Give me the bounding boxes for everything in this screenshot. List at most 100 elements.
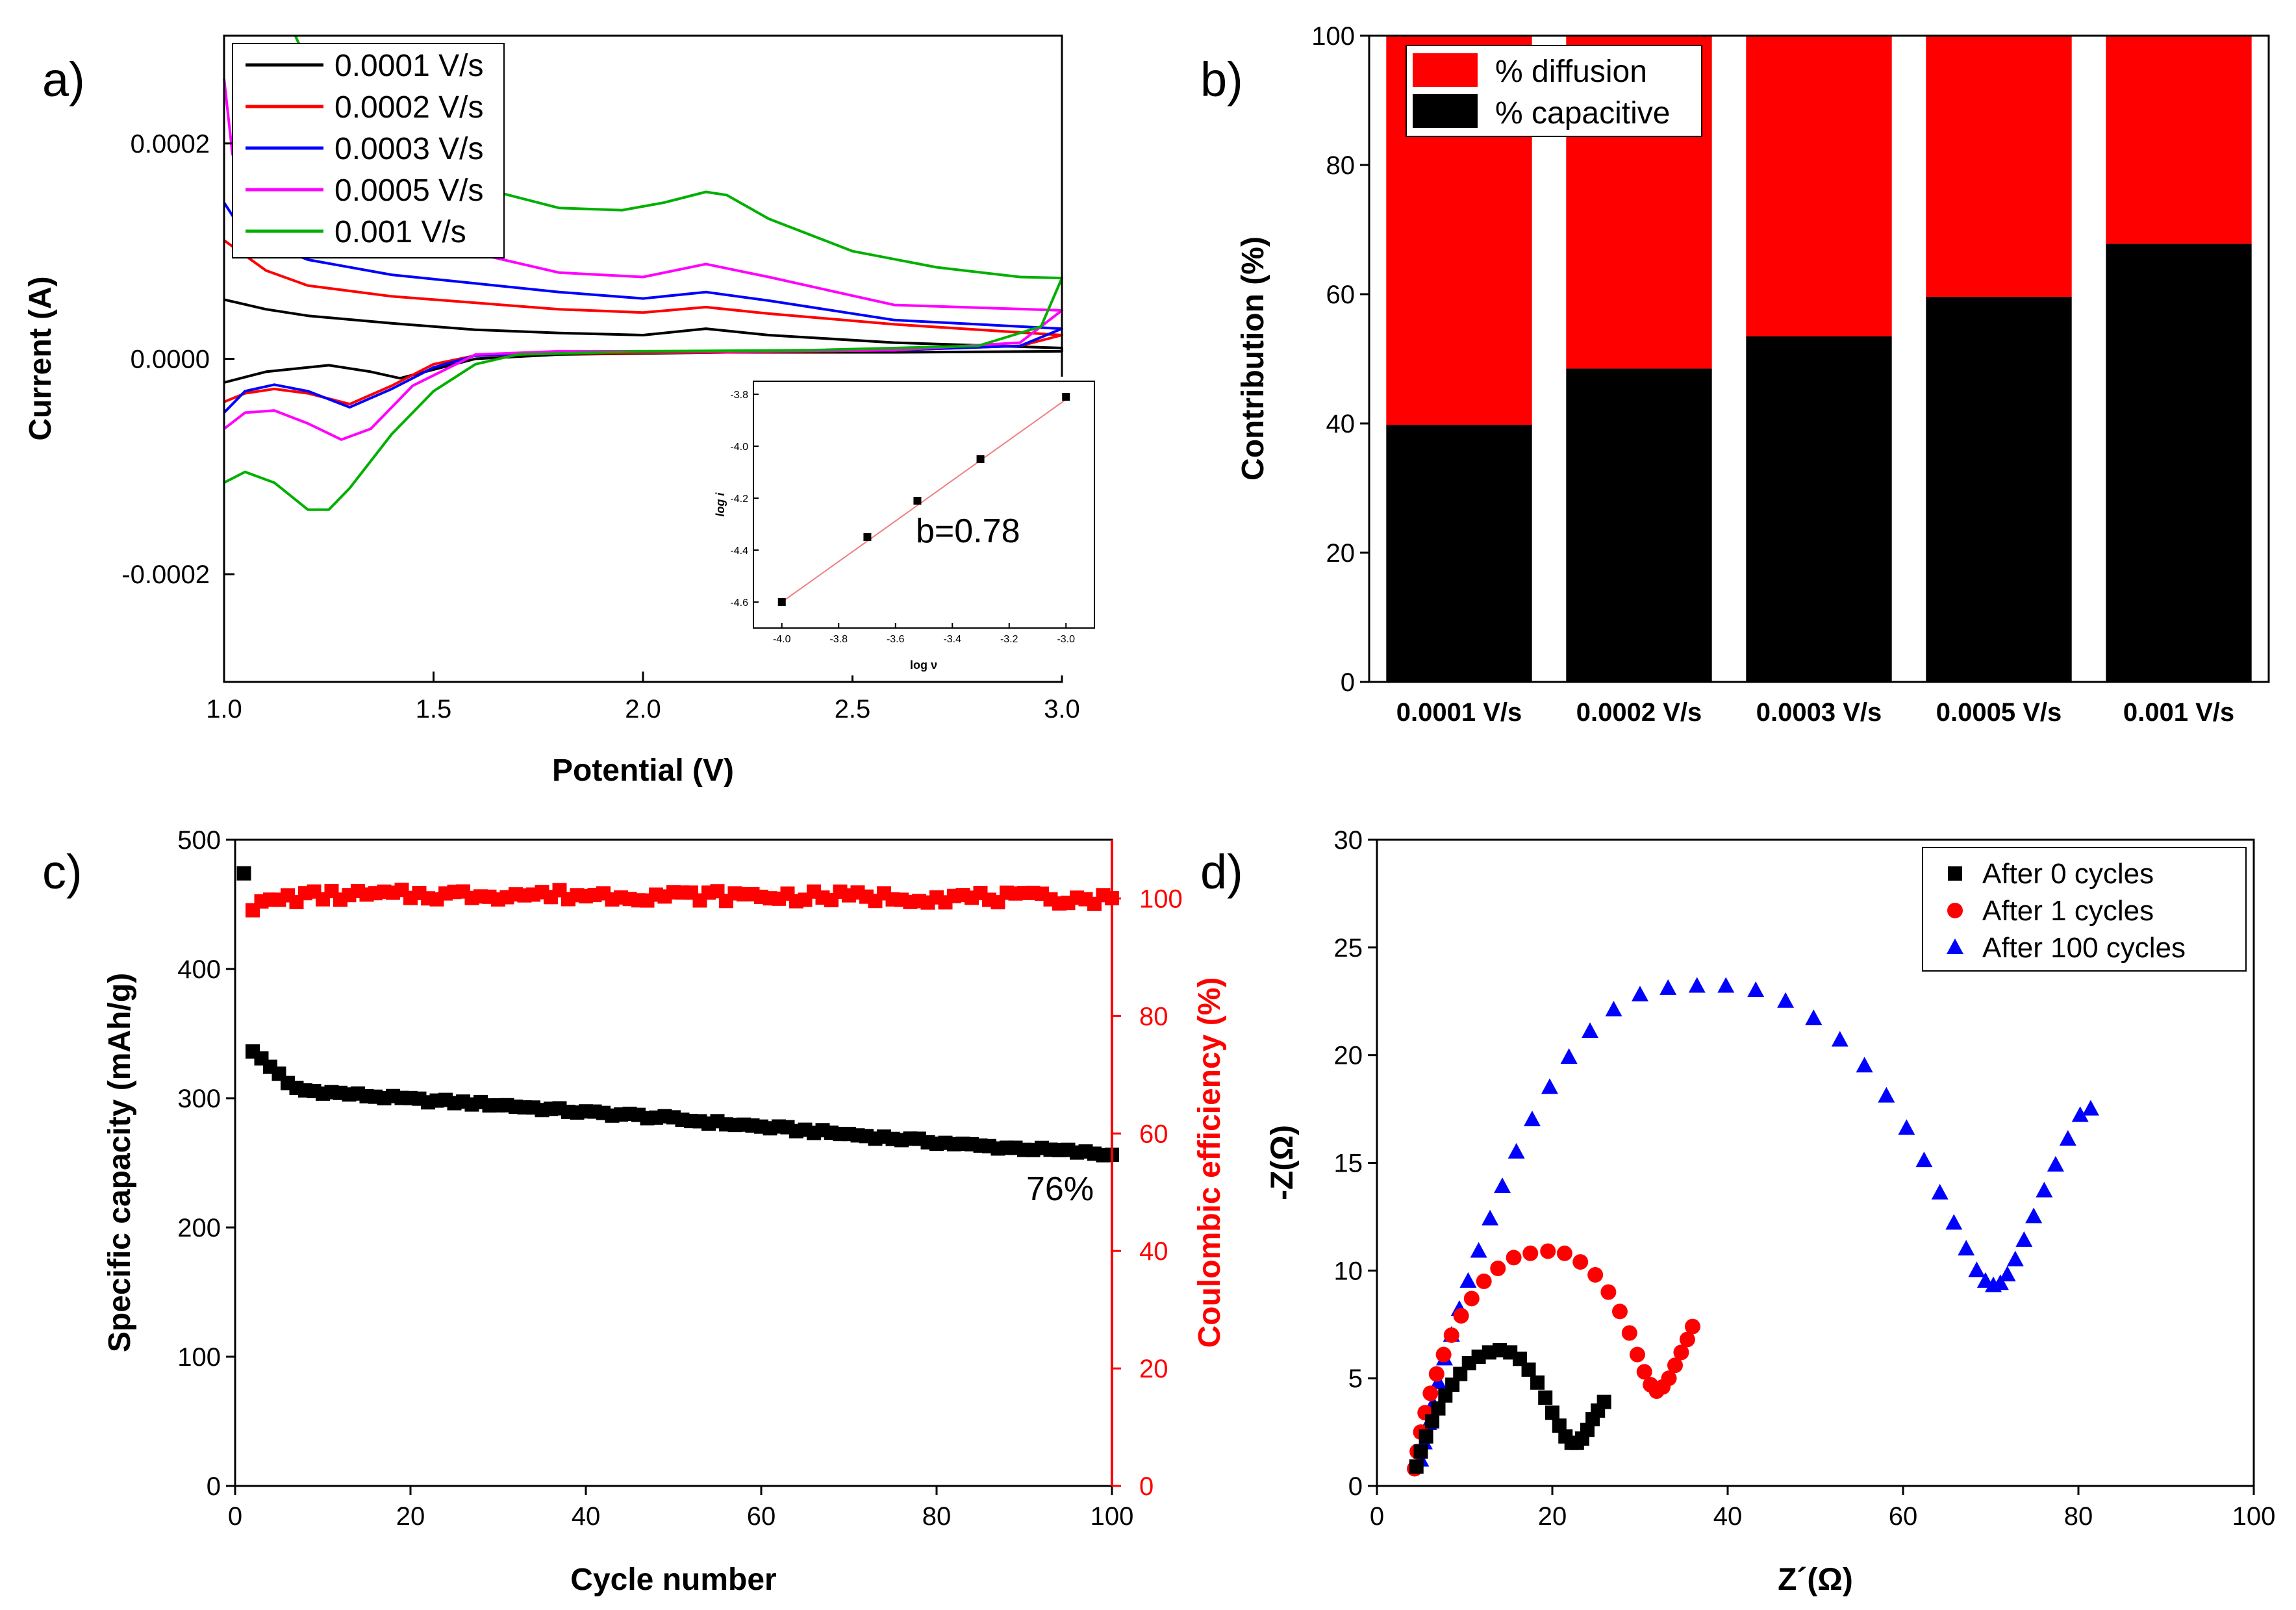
panel-b-legend-swatch-diffusion (1413, 53, 1478, 87)
panel-a-inset-background (708, 377, 1098, 675)
panel-a-inset-ytick-label: -3.8 (730, 390, 748, 401)
panel-c-points (236, 866, 1119, 1163)
panel-label-b: b) (1200, 53, 1243, 107)
panel-d-series-2-point (1523, 1111, 1541, 1127)
panel-d-legend-label-0: After 0 cycles (1982, 858, 2154, 890)
panel-d-series-1-point (1667, 1357, 1683, 1374)
panel-c-right-ytick-label: 100 (1139, 885, 1183, 913)
panel-a-legend-label-1: 0.0002 V/s (334, 90, 484, 125)
panel-d-legend-label-1: After 1 cycles (1982, 895, 2154, 927)
panel-a-xtick-label: 2.0 (625, 695, 661, 723)
panel-d-ytick-label: 25 (1334, 934, 1363, 962)
panel-a-inset-xtick-label: -3.2 (1000, 634, 1018, 645)
panel-c-ytick-label: 500 (177, 826, 221, 855)
panel-a-xlabel: Potential (V) (552, 753, 734, 788)
panel-b-plot-frame (1368, 34, 2270, 683)
panel-d-series-2-point (1508, 1142, 1525, 1159)
panel-d-series-2-point (1805, 1009, 1823, 1025)
panel-d-series-2-point (1632, 985, 1648, 1001)
panel-d-series-2-point (1560, 1048, 1578, 1064)
panel-c-right-ytick-label: 80 (1139, 1002, 1168, 1031)
panel-d-legend-marker-0 (1948, 866, 1962, 881)
panel-d-series-1-point (1453, 1307, 1469, 1324)
panel-a-xtick-label: 3.0 (1044, 695, 1080, 723)
panel-d-series-2-point (1991, 1274, 2009, 1290)
panel-d-series-1-point (1685, 1318, 1700, 1335)
panel-b-bar-capacitive (1746, 336, 1892, 682)
panel-d-series-1-point (1506, 1250, 1522, 1266)
panel-a-inset-xtick-label: -3.6 (887, 634, 905, 645)
panel-a-inset-fit-line (781, 399, 1066, 603)
panel-c-right-ytick-label: 0 (1139, 1472, 1154, 1501)
panel-d-series-0-point (1513, 1352, 1528, 1366)
panel-a-ytick-label: 0.0000 (131, 346, 210, 374)
panel-b-bar-capacitive (1926, 296, 2072, 683)
panel-d-xtick-label: 100 (2232, 1502, 2276, 1531)
panel-d-series-0-point (1596, 1394, 1611, 1409)
panel-c-right-ytick-label: 40 (1139, 1237, 1168, 1266)
panel-a-inset-xtick-label: -3.0 (1057, 634, 1075, 645)
panel-d-series-1-point (1443, 1327, 1459, 1343)
panel-a-inset-frame (753, 381, 1095, 629)
panel-b-legend-swatch-capacitive (1413, 94, 1478, 128)
panel-a-legend-label-0: 0.0001 V/s (334, 49, 484, 83)
panel-a-legend-box (232, 43, 505, 258)
panel-d-ytick-label: 10 (1334, 1257, 1363, 1285)
panel-c-ytick-label: 0 (207, 1472, 221, 1501)
panel-d-series-2-point (1459, 1272, 1477, 1288)
panel-b-bar-chart: 0.0001 V/s 0.0002 V/s 0.0003 V/s 0.0005 V/s… (1236, 22, 2270, 727)
panel-d-ytick-label: 15 (1334, 1150, 1363, 1178)
panel-a-inset-xlabel: log ν (910, 659, 937, 672)
panel-d-series-0-point (1409, 1459, 1424, 1474)
panel-d-series-1-point (1611, 1303, 1628, 1320)
panel-a-series-4-curve (223, 35, 1063, 511)
panel-a-inset-point (777, 598, 786, 606)
panel-d-series-2-point (1777, 992, 1795, 1008)
panel-d-series-1-point (1476, 1273, 1492, 1289)
panel-d-series-0-point (1521, 1362, 1536, 1377)
panel-c-ylabel: Specific capacity (mAh/g) (103, 973, 137, 1352)
panel-d-series-2-point (1605, 1001, 1622, 1017)
panel-a-inset-xtick-label: -3.8 (829, 634, 848, 645)
panel-b-category-label: 0.001 V/s (2123, 698, 2234, 727)
panel-d-series-2-point (2059, 1130, 2076, 1146)
panel-b-ytick-label: 100 (1311, 22, 1355, 51)
panel-c-xtick-label: 20 (396, 1502, 425, 1531)
panel-d-series-2-point (1856, 1057, 1873, 1073)
panel-a-xtick-label: 1.5 (416, 695, 452, 723)
panel-d-series-1-point (1428, 1366, 1444, 1382)
panel-d-series-1-point (1673, 1344, 1689, 1361)
panel-b-bar-capacitive (1386, 424, 1532, 682)
panel-d-series-1-point (1587, 1266, 1604, 1283)
panel-b-legend: % diffusion % capacitive (1406, 45, 1702, 137)
panel-d-series-1-point (1556, 1245, 1572, 1261)
panel-b-ytick-label: 0 (1341, 668, 1355, 697)
panel-c-xtick-label: 40 (572, 1502, 601, 1531)
panel-d-legend-marker-2 (1947, 938, 1963, 954)
panel-d-series-2-point (1688, 977, 1706, 993)
panel-b-ylabel: Contribution (%) (1236, 236, 1270, 481)
panel-d-series-1-point (1522, 1245, 1539, 1261)
panel-c-xlabel: Cycle number (570, 1563, 776, 1597)
panel-c-xtick-label: 100 (1091, 1502, 1134, 1531)
panel-d-xtick-label: 60 (1889, 1502, 1918, 1531)
panel-d-series-1-point (1422, 1385, 1439, 1402)
panel-d-series-2-point (1999, 1265, 2016, 1281)
panel-c-right-ytick-label: 20 (1139, 1355, 1168, 1383)
panel-d-series-0-point (1425, 1414, 1440, 1429)
panel-d-series-1-point (1490, 1261, 1506, 1277)
panel-a-inset: -4.0 -3.8 -3.6 -3.4 -3.2 -3.0 -4.6 -4.4 -4.2 -4.0… (708, 377, 1098, 675)
panel-d-series-1-point (1572, 1254, 1589, 1270)
panel-d-series-2-point (1494, 1177, 1511, 1193)
panel-d-series-0-point (1445, 1377, 1460, 1392)
panel-d-series-0-point (1413, 1444, 1428, 1459)
panel-b-ytick-label: 60 (1326, 281, 1356, 309)
panel-a-ytick-label: 0.0002 (131, 130, 210, 158)
panel-d-xtick-label: 40 (1713, 1502, 1743, 1531)
panel-d-series-2-point (1831, 1031, 1848, 1047)
panel-a-legend-label-3: 0.0005 V/s (334, 173, 484, 208)
panel-d-series-2-point (1968, 1261, 1986, 1277)
panel-d-xtick-label: 0 (1370, 1502, 1384, 1531)
panel-d-series-2-point (1898, 1119, 1915, 1135)
